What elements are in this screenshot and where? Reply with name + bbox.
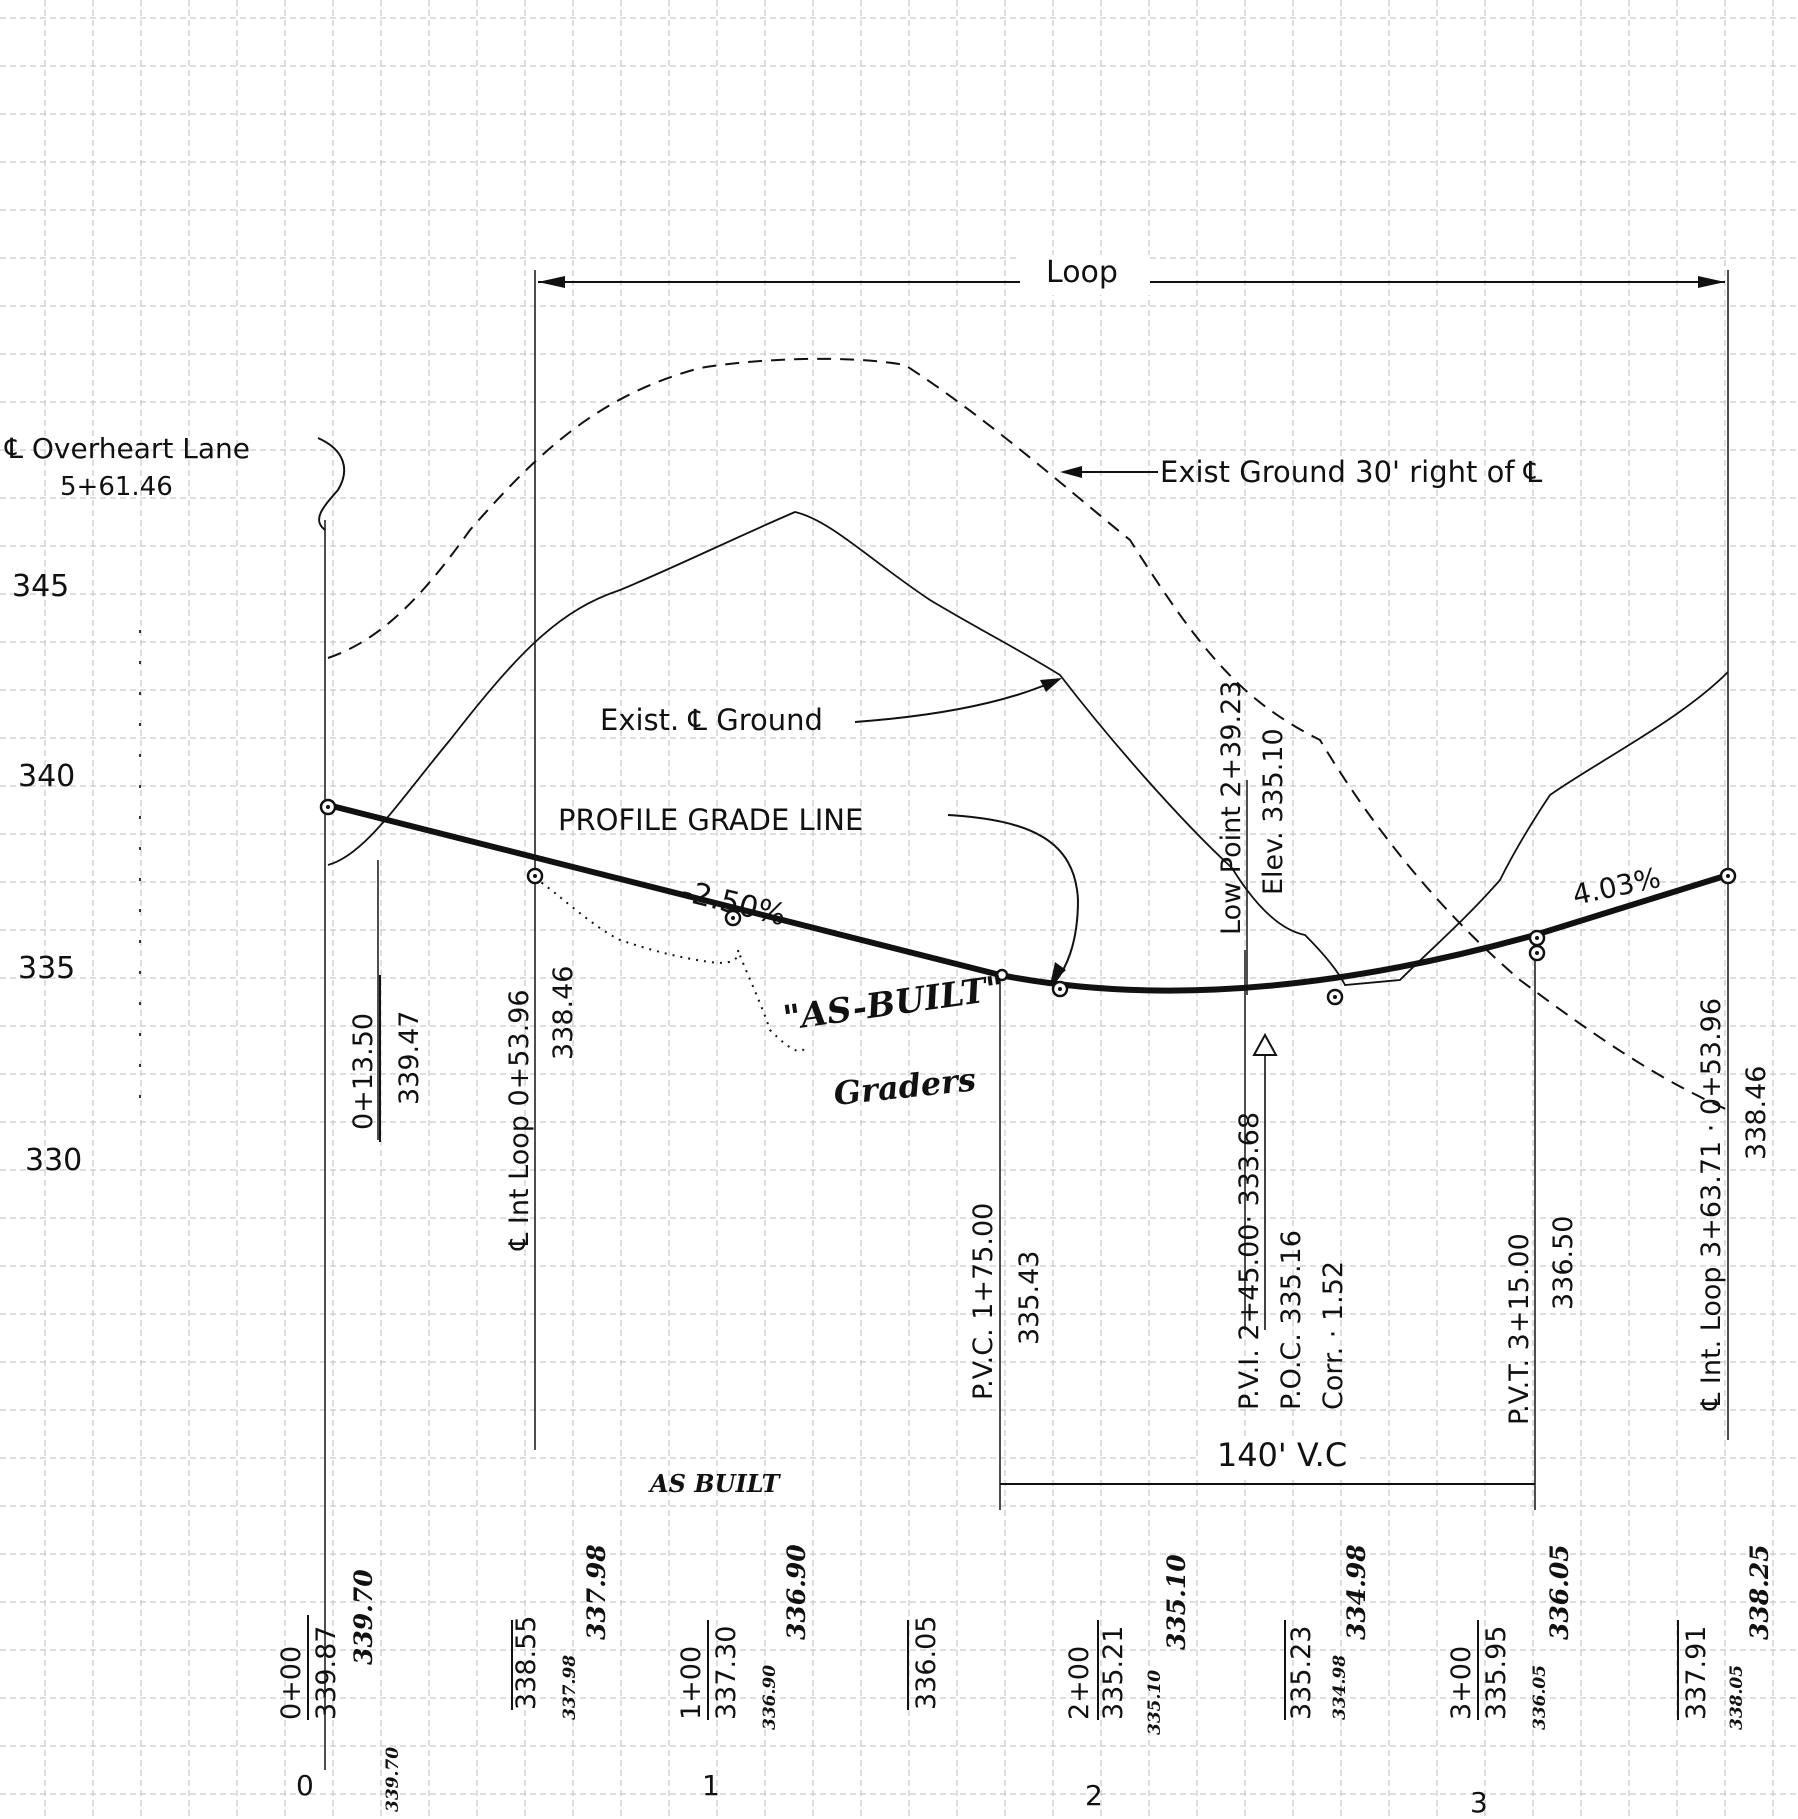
table-underlines [307,1615,1679,1720]
vc-label: 140' V.C [1217,1436,1347,1474]
col1-note: 337.98 [560,1655,580,1720]
exist-ground-30-line [327,357,1729,1111]
int-loop-left-b: 338.46 [548,966,579,1060]
vc-dimension: 140' V.C [1000,1436,1535,1485]
lane-leader [317,437,346,531]
col2-note: 336.90 [760,1665,780,1730]
arrow-icon [1060,466,1082,478]
col4-elev: 335.21 [1098,1626,1129,1720]
arrow-icon-2 [1040,678,1062,692]
station-0: 0 [296,1769,314,1802]
col1-elev: 338.55 [511,1616,542,1710]
low-point-b: Elev. 335.10 [1258,728,1289,895]
pvi-c: Corr. · 1.52 [1318,1261,1349,1410]
col2-station: 1+00 [676,1646,707,1720]
elev-335: 335 [18,951,75,986]
col6-note: 336.05 [1530,1665,1550,1730]
arrow-right-icon [1698,276,1725,288]
int-loop-right-b: 338.46 [1741,1066,1772,1160]
pvt-a: P.V.T. 3+15.00 [1504,1233,1535,1425]
pvi-b: P.O.C. 335.16 [1276,1230,1307,1410]
sta-013-b: 339.47 [394,1011,425,1105]
station-3: 3 [1470,1786,1488,1819]
grade-right-label: 4.03% [1570,861,1664,912]
arrow-icon-3 [1050,962,1066,985]
station-2: 2 [1085,1779,1103,1812]
as-built-graders-2: Graders [832,1060,978,1113]
col0-asbuilt: 339.70 [349,1569,378,1665]
col7-note: 338.05 [1727,1665,1747,1730]
col0-elev: 339.87 [311,1626,342,1720]
elev-345: 345 [12,569,69,604]
col5-asbuilt: 334.98 [1342,1544,1371,1640]
pvc-b: 335.43 [1014,1251,1045,1345]
as-built-dotted-line [534,877,806,1052]
col6-asbuilt: 336.05 [1545,1544,1574,1640]
station-lines [324,270,1729,1770]
cl-lane-station: 5+61.46 [60,472,173,502]
profile-grade-line [327,802,1729,994]
cl-lane-label: ℄ Overheart Lane [4,432,250,465]
elev-340: 340 [18,759,75,794]
col0-station: 0+00 [276,1646,307,1720]
profile-grade-line-label: PROFILE GRADE LINE [558,803,863,837]
elevation-axis: 345 340 335 330 [12,569,141,1178]
col3-elev: 336.05 [911,1616,942,1710]
col4-note: 335.10 [1145,1670,1165,1735]
col2-elev: 337.30 [711,1626,742,1720]
col2-asbuilt: 336.90 [782,1544,811,1640]
exist-ground-30-label: Exist Ground 30' right of ℄ [1160,455,1543,489]
loop-dimension: Loop [538,255,1725,295]
col5-note: 334.98 [1330,1655,1350,1720]
loop-label: Loop [1046,255,1118,290]
station-1: 1 [702,1769,720,1802]
int-loop-left-a: ℄ Int Loop 0+53.96 [504,989,535,1251]
sta-013-a: 0+13.50 [348,1013,379,1130]
arrow-left-icon [538,276,565,288]
as-built-graders-1: "AS-BUILT" [781,968,1007,1039]
bottom-table: 0+00 339.87 339.70 339.70 338.55 337.98 … [276,1544,1774,1812]
pvt-b: 336.50 [1548,1216,1579,1310]
pvi-triangle-icon [1252,1032,1278,1056]
col1-asbuilt: 337.98 [582,1544,611,1640]
col6-station: 3+00 [1446,1646,1477,1720]
vertical-labels: 0+13.50 339.47 ℄ Int Loop 0+53.96 338.46… [348,681,1772,1425]
col7-asbuilt: 338.25 [1745,1544,1774,1640]
low-point-a: Low Point 2+39.23 [1216,681,1247,935]
col4-station: 2+00 [1064,1646,1095,1720]
exist-cl-ground-line [327,511,1729,986]
elev-330: 330 [25,1143,82,1178]
survey-point-dots [326,805,1730,999]
as-built-label: AS BUILT [648,1469,782,1498]
col6-elev: 335.95 [1481,1626,1512,1720]
point-pvc [995,968,1009,982]
pvc-a: P.V.C. 1+75.00 [968,1203,999,1400]
col5-elev: 335.23 [1286,1626,1317,1720]
col0-note: 339.70 [383,1747,403,1812]
station-numbers: 0 1 2 3 [296,1769,1488,1819]
col4-asbuilt: 335.10 [1162,1554,1191,1650]
int-loop-right-a: ℄ Int. Loop 3+63.71 · 0+53.96 [1696,998,1727,1411]
exist-cl-ground-label: Exist. ℄ Ground [600,703,823,737]
pvi-a: P.V.I. 2+45.00· 333.68 [1234,1112,1265,1410]
col7-elev: 337.91 [1681,1626,1712,1720]
